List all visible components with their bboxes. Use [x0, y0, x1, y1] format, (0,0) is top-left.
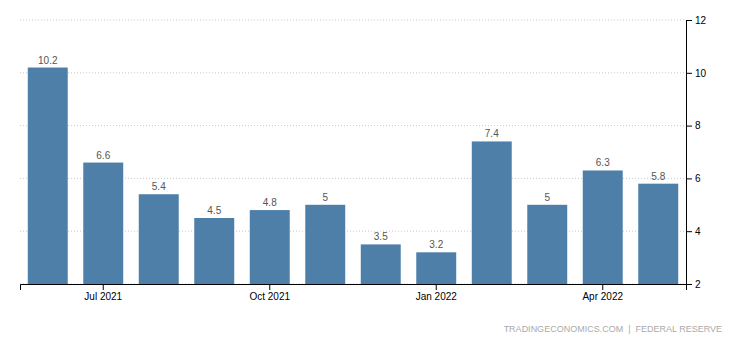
x-tick-label: Oct 2021: [249, 291, 290, 302]
grid: [20, 20, 686, 284]
data-label: 5.8: [651, 171, 665, 182]
bar: [472, 141, 512, 284]
y-tick-mark: [686, 126, 692, 127]
bar: [194, 218, 234, 284]
y-tick: 10: [686, 68, 707, 79]
x-tick: Oct 2021: [249, 284, 290, 302]
bar: [305, 205, 345, 284]
y-tick: 2: [686, 279, 701, 290]
y-tick-mark: [686, 73, 692, 74]
y-tick: 6: [686, 173, 701, 184]
x-axis: Jul 2021 Oct 2021 Jan 2022 Apr 2022: [21, 284, 687, 302]
bar: [638, 184, 678, 284]
y-axis: 2 4 6 8 10 12: [686, 15, 707, 290]
x-tick: Jul 2021: [84, 284, 122, 302]
y-tick-label: 10: [695, 68, 707, 79]
grid-line: [20, 125, 686, 126]
data-label: 5: [322, 192, 328, 203]
x-tick-mark: [602, 284, 603, 290]
bar: [583, 170, 623, 284]
bars: [28, 68, 678, 284]
y-tick-label: 8: [695, 120, 701, 131]
x-tick-label: Jul 2021: [84, 291, 122, 302]
grid-line: [20, 20, 686, 21]
y-tick: 4: [686, 226, 701, 237]
data-label: 3.5: [374, 231, 388, 242]
x-tick-mark: [103, 284, 104, 290]
data-label: 6.6: [96, 150, 110, 161]
x-tick-label: Jan 2022: [416, 291, 458, 302]
y-tick-mark: [686, 231, 692, 232]
bar: [527, 205, 567, 284]
y-tick-mark: [686, 20, 692, 21]
y-tick-label: 4: [695, 226, 701, 237]
y-tick-mark: [686, 284, 692, 285]
data-label: 3.2: [429, 239, 443, 250]
data-label: 5: [544, 192, 550, 203]
bar: [361, 244, 401, 284]
data-label: 6.3: [596, 157, 610, 168]
x-tick: Jan 2022: [416, 284, 458, 302]
y-tick-mark: [686, 178, 692, 179]
data-label: 4.8: [263, 197, 277, 208]
data-labels: 10.2 6.6 5.4 4.5 4.8 5 3.5 3.2 7.4 5 6.3 5.8: [38, 55, 666, 251]
bar: [416, 252, 456, 284]
data-label: 4.5: [207, 205, 221, 216]
data-label: 10.2: [38, 55, 58, 66]
y-tick-label: 6: [695, 173, 701, 184]
data-label: 5.4: [152, 181, 166, 192]
bar: [28, 68, 68, 284]
chart: 10.2 6.6 5.4 4.5 4.8 5 3.5 3.2 7.4 5 6.3 5.8 Jul 202…: [0, 0, 730, 340]
bar: [83, 163, 123, 284]
x-axis-line: [21, 285, 687, 291]
plot: 10.2 6.6 5.4 4.5 4.8 5 3.5 3.2 7.4 5 6.3 5.8 Jul 202…: [20, 15, 707, 302]
grid-line: [20, 72, 686, 73]
x-tick: Apr 2022: [582, 284, 623, 302]
x-tick-mark: [269, 284, 270, 290]
y-tick: 8: [686, 120, 701, 131]
annotation: TRADINGECONOMICS.COM | FEDERAL RESERVE: [504, 324, 722, 334]
y-tick-label: 12: [695, 15, 707, 26]
y-axis-line: [687, 21, 693, 285]
x-tick-label: Apr 2022: [582, 291, 623, 302]
bar: [250, 210, 290, 284]
y-tick: 12: [686, 15, 707, 26]
bar: [139, 194, 179, 284]
x-tick-mark: [436, 284, 437, 290]
y-tick-label: 2: [695, 279, 701, 290]
data-label: 7.4: [485, 128, 499, 139]
